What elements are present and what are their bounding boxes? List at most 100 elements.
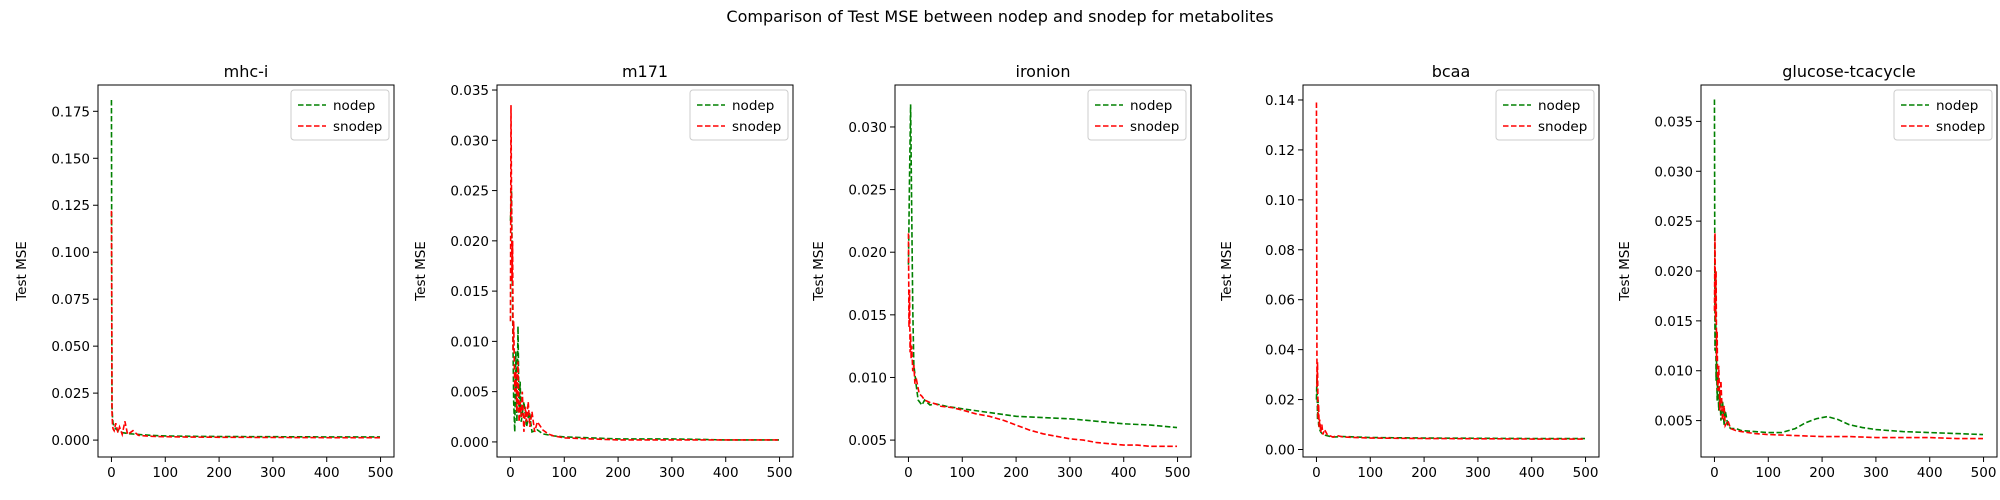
x-tick-label: 400 — [314, 465, 340, 481]
y-tick-label: 0.020 — [1654, 264, 1693, 280]
x-tick-label: 400 — [1917, 465, 1943, 481]
panels: 0 100 200 300 400 5000.0000.0250.0500.0750.10… — [14, 62, 1998, 481]
y-tick-label: 0.025 — [1654, 214, 1693, 230]
y-tick-label: 0.175 — [51, 104, 90, 120]
y-tick-label: 0.050 — [51, 339, 90, 355]
y-tick-label: 0.005 — [1654, 414, 1693, 430]
y-tick-label: 0.020 — [848, 245, 887, 261]
legend-label-nodep: nodep — [1538, 98, 1580, 114]
y-tick-label: 0.12 — [1265, 143, 1295, 159]
panel-mhc-i: 0 100 200 300 400 500 0.000 0.025 0.050 0.075 0.10… — [14, 62, 395, 481]
y-tick-label: 0.035 — [450, 83, 489, 99]
y-tick-label: 0.010 — [450, 334, 489, 350]
series-line-snodep — [110, 210, 381, 439]
y-tick-label: 0.005 — [848, 433, 887, 449]
x-tick-label: 0 — [1710, 465, 1719, 481]
legend-label-nodep: nodep — [732, 98, 774, 114]
y-tick-label: 0.015 — [450, 284, 489, 300]
legend: nodep snodep — [290, 89, 390, 141]
x-tick-label: 500 — [1165, 465, 1191, 481]
legend-label-snodep: snodep — [333, 119, 382, 135]
legend-label-snodep: snodep — [1936, 119, 1985, 135]
x-tick-label: 200 — [206, 465, 232, 481]
y-tick-label: 0.02 — [1265, 393, 1295, 409]
y-axis-label: Test MSE — [1219, 241, 1235, 302]
y-tick-label: 0.04 — [1265, 343, 1295, 359]
legend-label-nodep: nodep — [1130, 98, 1172, 114]
series-line-snodep — [509, 105, 780, 441]
x-tick-label: 300 — [659, 465, 685, 481]
figure-suptitle: Comparison of Test MSE between nodep and… — [726, 7, 1273, 26]
x-tick-label: 0 — [506, 465, 515, 481]
y-tick-label: 0.14 — [1265, 93, 1295, 109]
x-tick-label: 400 — [1111, 465, 1137, 481]
x-tick-label: 400 — [1519, 465, 1545, 481]
legend: nodep snodep — [1495, 89, 1595, 141]
x-tick-label: 300 — [1465, 465, 1491, 481]
y-tick-label: 0.10 — [1265, 193, 1295, 209]
legend-box — [1087, 89, 1187, 141]
y-tick-label: 0.125 — [51, 198, 90, 214]
y-tick-label: 0.005 — [450, 385, 489, 401]
x-tick-label: 100 — [949, 465, 975, 481]
x-tick-label: 100 — [1755, 465, 1781, 481]
y-tick-label: 0.010 — [1654, 364, 1693, 380]
y-tick-label: 0.00 — [1265, 443, 1295, 459]
y-tick-label: 0.025 — [848, 183, 887, 199]
panel-ironion: 0 100 200 300 400 500 0.005 0.010 0.015 0.020 0.02… — [811, 62, 1192, 481]
y-axis-label: Test MSE — [14, 241, 30, 302]
panel-title: ironion — [1016, 62, 1071, 81]
x-tick-label: 100 — [152, 465, 178, 481]
legend-label-snodep: snodep — [1130, 119, 1179, 135]
legend-box — [689, 89, 789, 141]
panel-title: glucose-tcacycle — [1782, 62, 1916, 81]
y-tick-label: 0.025 — [450, 184, 489, 200]
plot-frame — [97, 84, 395, 458]
y-tick-label: 0.010 — [848, 370, 887, 386]
panel-bcaa: 0 100 200 300 400 500 0.00 0.02 0.04 0.06 0.08 0.10… — [1219, 62, 1600, 481]
series-line-nodep — [907, 104, 1178, 429]
x-tick-label: 300 — [1057, 465, 1083, 481]
x-tick-label: 0 — [107, 465, 116, 481]
panel-title: mhc-i — [224, 62, 269, 81]
y-tick-label: 0.08 — [1265, 243, 1295, 259]
x-tick-label: 200 — [1003, 465, 1029, 481]
x-tick-label: 100 — [551, 465, 577, 481]
x-tick-label: 0 — [1312, 465, 1321, 481]
y-tick-label: 0.030 — [848, 120, 887, 136]
y-tick-label: 0.015 — [848, 308, 887, 324]
plot-frame — [496, 84, 794, 458]
x-tick-label: 0 — [904, 465, 913, 481]
legend: nodep snodep — [1087, 89, 1187, 141]
legend-box — [290, 89, 390, 141]
x-tick-label: 100 — [1357, 465, 1383, 481]
panel-title: bcaa — [1432, 62, 1471, 81]
x-tick-label: 200 — [1411, 465, 1437, 481]
legend-label-snodep: snodep — [732, 119, 781, 135]
series-line-snodep — [907, 233, 1178, 448]
series-line-nodep — [1713, 99, 1984, 436]
x-tick-label: 400 — [713, 465, 739, 481]
y-tick-label: 0.150 — [51, 151, 90, 167]
x-tick-label: 500 — [368, 465, 394, 481]
panel-m171: 0 100 200 300 400 500 0.000 0.005 0.010 0.015 0.02… — [413, 62, 794, 481]
x-tick-label: 200 — [1809, 465, 1835, 481]
y-tick-label: 0.030 — [1654, 164, 1693, 180]
panel-glucose-tcacycle: 0 100 200 300 400 500 0.005 0.010 0.015 0.020 0.02… — [1617, 62, 1998, 481]
legend: nodep snodep — [689, 89, 789, 141]
y-tick-label: 0.020 — [450, 234, 489, 250]
legend-label-nodep: nodep — [1936, 98, 1978, 114]
y-axis-label: Test MSE — [413, 241, 429, 302]
x-tick-label: 200 — [605, 465, 631, 481]
legend-box — [1893, 89, 1993, 141]
series-line-snodep — [1315, 102, 1586, 440]
x-tick-label: 300 — [260, 465, 286, 481]
plot-frame — [894, 84, 1192, 458]
y-tick-label: 0.000 — [450, 435, 489, 451]
y-axis-label: Test MSE — [811, 241, 827, 302]
x-tick-label: 500 — [1573, 465, 1599, 481]
y-axis-label: Test MSE — [1617, 241, 1633, 302]
series-line-snodep — [1713, 233, 1984, 440]
x-tick-label: 500 — [767, 465, 793, 481]
